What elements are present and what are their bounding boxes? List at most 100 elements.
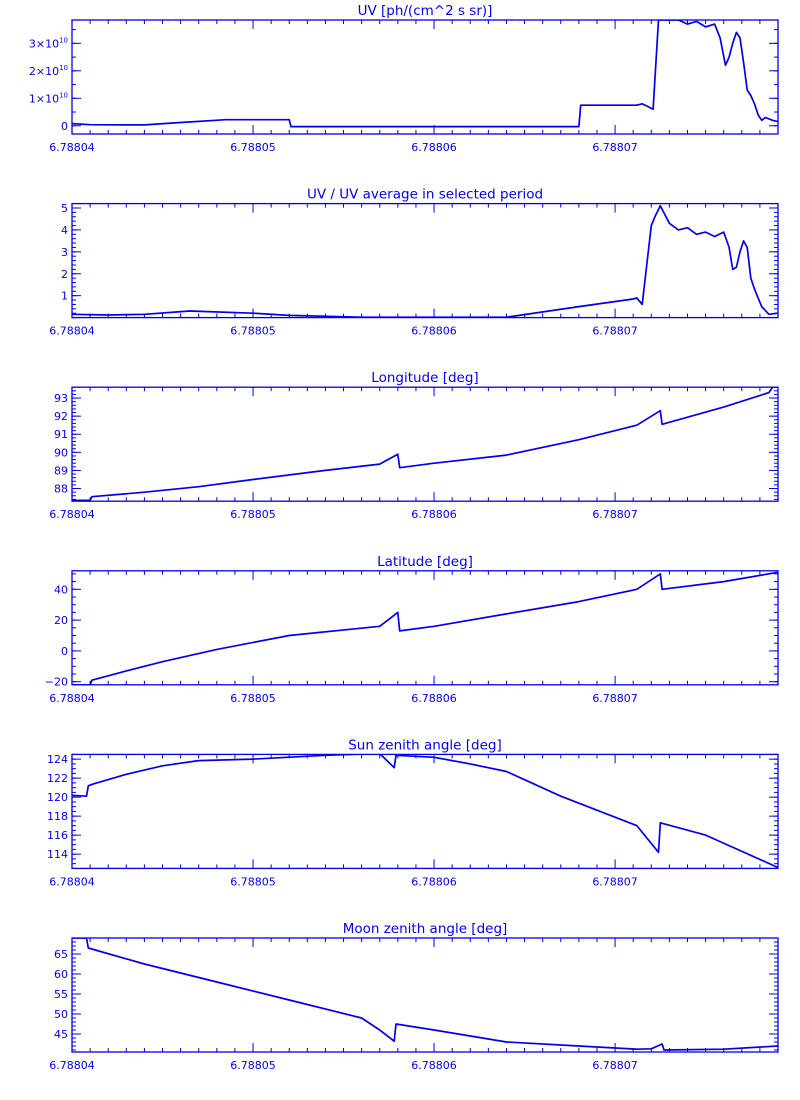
series-line — [72, 938, 778, 1051]
x-tick-label: 6.78805 — [230, 1059, 276, 1072]
series-line — [72, 204, 778, 318]
y-tick-label-base: 88 — [54, 483, 68, 496]
x-tick-label: 6.78806 — [411, 692, 457, 705]
y-tick-label: 118 — [47, 810, 68, 823]
y-tick-label-base: 40 — [54, 583, 68, 596]
y-tick-label-base: 2 — [61, 268, 68, 281]
plot-frame — [71, 386, 779, 502]
y-tick-label-base: 122 — [47, 772, 68, 785]
chart-title: UV [ph/(cm^2 s sr)] — [358, 3, 493, 19]
chart-panel-5: Sun zenith angle [deg] 114 116 118 120 122 124… — [47, 737, 779, 888]
y-tick-label-base: 2×10 — [29, 65, 59, 78]
y-tick-label-base: 20 — [54, 614, 68, 627]
x-tick-label: 6.78804 — [49, 1059, 95, 1072]
y-tick-label: 124 — [47, 753, 68, 766]
y-tick-label: 90 — [54, 446, 68, 459]
y-tick-label: 1×1010 — [29, 91, 68, 105]
y-tick-label-base: 5 — [61, 202, 68, 215]
chart-panel-6: Moon zenith angle [deg] 45 50 55 60 65 6.78804… — [49, 921, 779, 1072]
y-tick-label-base: 114 — [47, 848, 68, 861]
y-tick-label: 4 — [61, 224, 68, 237]
y-tick-label: 120 — [47, 791, 68, 804]
x-tick-label: 6.78804 — [49, 508, 95, 521]
y-tick-label-base: 0 — [61, 120, 68, 133]
series-line — [72, 387, 778, 502]
y-tick-label: 91 — [54, 428, 68, 441]
chart-title: UV / UV average in selected period — [307, 187, 543, 203]
y-tick-label-exponent: 10 — [59, 91, 68, 99]
y-tick-label-base: 45 — [54, 1028, 68, 1041]
x-tick-label: 6.78805 — [230, 692, 276, 705]
x-tick-label: 6.78807 — [592, 875, 638, 888]
x-tick-label: 6.78805 — [230, 141, 276, 154]
y-tick-label: 92 — [54, 410, 68, 423]
x-tick-label: 6.78806 — [411, 325, 457, 338]
y-tick-label-base: 118 — [47, 810, 68, 823]
y-tick-label-base: 65 — [54, 948, 68, 961]
x-tick-label: 6.78805 — [230, 325, 276, 338]
chart-panel-3: Longitude [deg] 88 89 90 91 92 93 6.78804 6.7880… — [49, 370, 779, 521]
y-tick-label-base: 60 — [54, 968, 68, 981]
series-line — [72, 754, 778, 869]
chart-panel-1: UV [ph/(cm^2 s sr)]01×10102×10103×10106.… — [29, 3, 779, 154]
y-tick-label-base: 0 — [61, 645, 68, 658]
y-tick-label: 116 — [47, 829, 68, 842]
x-tick-label: 6.78807 — [592, 325, 638, 338]
plot-frame — [71, 937, 779, 1053]
chart-title: Longitude [deg] — [371, 370, 478, 386]
y-tick-label: 93 — [54, 392, 68, 405]
y-tick-label-base: 93 — [54, 392, 68, 405]
y-tick-label-exponent: 10 — [59, 36, 68, 44]
y-tick-label-base: 55 — [54, 988, 68, 1001]
y-tick-label: 60 — [54, 968, 68, 981]
x-tick-label: 6.78804 — [49, 325, 95, 338]
x-tick-label: 6.78804 — [49, 692, 95, 705]
y-tick-label-base: 3 — [61, 246, 68, 259]
plot-frame — [71, 19, 779, 135]
x-tick-label: 6.78807 — [592, 1059, 638, 1072]
y-tick-label: 3 — [61, 246, 68, 259]
x-tick-label: 6.78807 — [592, 508, 638, 521]
y-tick-label: 20 — [54, 614, 68, 627]
y-tick-label: 2 — [61, 268, 68, 281]
y-tick-label-base: 1×10 — [29, 92, 59, 105]
chart-title: Moon zenith angle [deg] — [343, 921, 508, 937]
y-tick-label: 122 — [47, 772, 68, 785]
x-tick-label: 6.78807 — [592, 692, 638, 705]
y-tick-label-base: 116 — [47, 829, 68, 842]
y-tick-label-base: 90 — [54, 446, 68, 459]
y-tick-label: 89 — [54, 464, 68, 477]
chart-panel-4: Latitude [deg] −20 0 20 40 6.78804 6.78805 6.78… — [45, 554, 779, 705]
x-tick-label: 6.78806 — [411, 141, 457, 154]
x-tick-label: 6.78805 — [230, 508, 276, 521]
chart-title: Latitude [deg] — [377, 554, 473, 570]
y-tick-label: 65 — [54, 948, 68, 961]
y-tick-label-base: 124 — [47, 753, 68, 766]
y-tick-label: 55 — [54, 988, 68, 1001]
y-tick-label: 114 — [47, 848, 68, 861]
y-tick-label: 0 — [61, 120, 68, 133]
y-tick-label-base: 92 — [54, 410, 68, 423]
x-tick-label: 6.78806 — [411, 508, 457, 521]
y-tick-label-base: −20 — [45, 676, 68, 689]
y-tick-label: 50 — [54, 1008, 68, 1021]
y-tick-label: −20 — [45, 676, 68, 689]
y-tick-label-base: 89 — [54, 464, 68, 477]
y-tick-label-base: 3×10 — [29, 37, 59, 50]
series-line — [72, 571, 778, 685]
x-tick-label: 6.78806 — [411, 1059, 457, 1072]
chart-title: Sun zenith angle [deg] — [348, 737, 502, 753]
series-line — [72, 20, 778, 128]
x-tick-label: 6.78804 — [49, 875, 95, 888]
y-tick-label: 40 — [54, 583, 68, 596]
y-tick-label-base: 1 — [61, 290, 68, 303]
y-tick-label-base: 120 — [47, 791, 68, 804]
y-tick-label: 5 — [61, 202, 68, 215]
x-tick-label: 6.78806 — [411, 875, 457, 888]
x-tick-label: 6.78807 — [592, 141, 638, 154]
y-tick-label-base: 91 — [54, 428, 68, 441]
x-tick-label: 6.78804 — [49, 141, 95, 154]
y-tick-label-base: 4 — [61, 224, 68, 237]
